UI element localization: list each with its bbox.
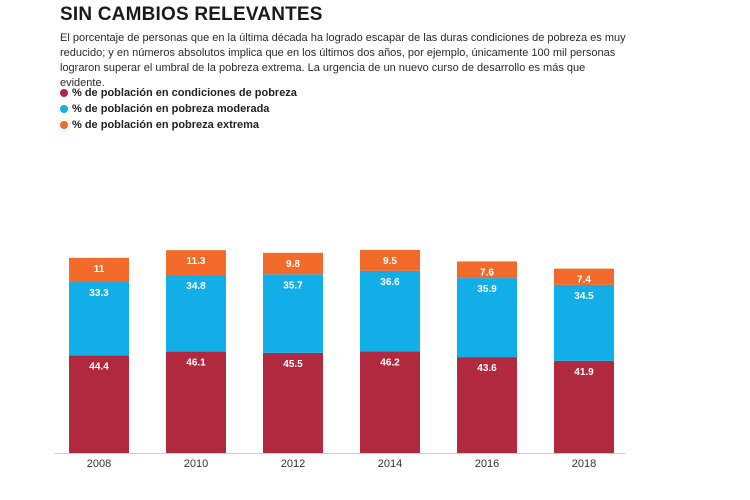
bar-extrema-2016 (457, 261, 517, 279)
value-label-moderada-2008: 33.3 (89, 288, 109, 299)
legend-item-moderada: % de población en pobreza moderada (60, 101, 297, 117)
bar-extrema-2010 (166, 250, 226, 276)
chart-title: SIN CAMBIOS RELEVANTES (60, 4, 323, 25)
bar-pobreza-2008 (69, 355, 129, 453)
value-label-pobreza-2016: 43.6 (477, 363, 497, 374)
bar-pobreza-2016 (457, 357, 517, 453)
bar-moderada-2008 (69, 282, 129, 356)
legend-label-extrema: % de población en pobreza extrema (72, 119, 260, 131)
bar-pobreza-2012 (263, 352, 323, 453)
legend-dot-extrema (60, 121, 68, 129)
x-tick-label-2016: 2016 (475, 458, 499, 470)
bar-pobreza-2018 (554, 360, 614, 453)
bar-moderada-2010 (166, 275, 226, 352)
value-label-pobreza-2018: 41.9 (574, 367, 594, 378)
value-label-moderada-2010: 34.8 (186, 281, 206, 292)
value-label-extrema-2008: 11 (94, 264, 105, 275)
value-label-pobreza-2014: 46.2 (380, 357, 400, 368)
x-tick-label-2010: 2010 (184, 458, 208, 470)
bar-extrema-2014 (360, 249, 420, 271)
bar-moderada-2014 (360, 270, 420, 352)
x-tick-label-2018: 2018 (572, 458, 596, 470)
chart-description: El porcentaje de personas que en la últi… (60, 32, 626, 89)
value-label-extrema-2018: 7.4 (577, 275, 591, 286)
x-tick-label-2008: 2008 (87, 458, 111, 470)
bar-extrema-2018 (554, 268, 614, 285)
value-label-moderada-2018: 34.5 (574, 291, 594, 302)
x-tick-label-2012: 2012 (281, 458, 305, 470)
legend-label-moderada: % de población en pobreza moderada (72, 103, 270, 115)
legend: % de población en condiciones de pobreza… (60, 85, 297, 133)
value-label-moderada-2012: 35.7 (283, 280, 303, 291)
bar-moderada-2016 (457, 278, 517, 358)
bar-pobreza-2014 (360, 351, 420, 453)
value-label-pobreza-2012: 45.5 (283, 359, 303, 370)
value-label-extrema-2014: 9.5 (383, 256, 397, 267)
legend-item-extrema: % de población en pobreza extrema (60, 117, 297, 133)
bar-extrema-2008 (69, 257, 129, 283)
bar-moderada-2012 (263, 274, 323, 353)
x-tick-label-2014: 2014 (378, 458, 402, 470)
bar-moderada-2018 (554, 284, 614, 361)
legend-dot-pobreza (60, 89, 68, 97)
value-label-extrema-2012: 9.8 (286, 259, 300, 270)
bar-pobreza-2010 (166, 351, 226, 453)
value-label-pobreza-2010: 46.1 (186, 358, 206, 369)
value-label-pobreza-2008: 44.4 (89, 361, 109, 372)
legend-label-pobreza: % de población en condiciones de pobreza (72, 87, 297, 99)
bar-extrema-2012 (263, 252, 323, 275)
value-label-extrema-2016: 7.6 (480, 267, 494, 278)
legend-dot-moderada (60, 105, 68, 113)
value-label-moderada-2016: 35.9 (477, 284, 497, 295)
value-label-extrema-2010: 11.3 (187, 256, 206, 267)
legend-item-pobreza: % de población en condiciones de pobreza (60, 85, 297, 101)
value-label-moderada-2014: 36.6 (380, 277, 400, 288)
